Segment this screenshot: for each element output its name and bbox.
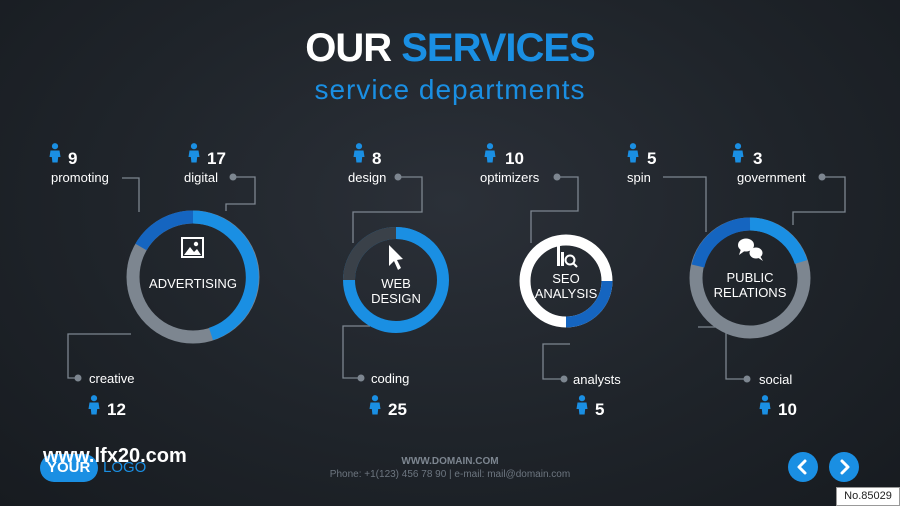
service-name-line: SEO	[552, 271, 580, 286]
footer-domain: WWW.DOMAIN.COM	[401, 456, 499, 467]
footer-contact: Phone: +1(123) 456 78 90 | e-mail: mail@…	[329, 469, 571, 480]
dept-label: digital	[184, 170, 218, 185]
logo-text-your: YOUR	[47, 459, 91, 476]
dept-count: 9	[68, 149, 78, 168]
dept-label: creative	[89, 371, 135, 386]
ring-advertising	[126, 210, 260, 344]
service-name: SEO ANALYSIS	[526, 271, 606, 301]
dept-count: 3	[753, 149, 763, 168]
website-watermark: www.lfx20.com	[43, 445, 187, 467]
dept-label: design	[348, 170, 387, 185]
person-icon	[88, 395, 100, 415]
dept-count: 10	[505, 149, 524, 168]
dept-label: optimizers	[480, 170, 540, 185]
chat-bubbles-icon	[738, 238, 763, 261]
person-icon	[576, 395, 588, 415]
id-stamp: No.85029	[836, 487, 900, 506]
picture-icon	[181, 237, 204, 258]
person-icon	[627, 143, 639, 163]
dept-label: coding	[371, 371, 410, 386]
dept-label: promoting	[51, 170, 109, 185]
person-icon	[188, 143, 200, 163]
page-subtitle: service departments	[314, 74, 586, 105]
dept-count: 25	[388, 400, 407, 419]
connector-lines	[67, 176, 846, 380]
person-icon	[759, 395, 771, 415]
logo-pill[interactable]	[40, 454, 98, 482]
service-name-line: WEB	[381, 276, 411, 291]
service-name-line: DESIGN	[371, 291, 421, 306]
service-name: PUBLIC RELATIONS	[700, 270, 800, 300]
dept-count: 10	[778, 400, 797, 419]
person-icon	[353, 143, 365, 163]
dept-count: 5	[595, 400, 605, 419]
chevron-left-icon	[797, 459, 807, 475]
logo-text-logo: LOGO	[103, 459, 147, 476]
dept-count: 17	[207, 149, 226, 168]
service-name-line: ANALYSIS	[534, 286, 598, 301]
dept-count: 12	[107, 400, 126, 419]
cursor-icon	[389, 245, 403, 270]
dept-count: 5	[647, 149, 657, 168]
title-white-word: OUR	[305, 26, 392, 70]
service-name: WEB DESIGN	[356, 276, 436, 306]
next-button[interactable]	[829, 452, 859, 482]
dept-count: 8	[372, 149, 382, 168]
ring-public-relations	[689, 217, 811, 339]
magnifier-chart-icon	[557, 246, 578, 268]
connector-dots	[74, 173, 826, 383]
ring-seo-analysis	[519, 234, 613, 328]
dept-label: government	[737, 170, 806, 185]
dept-label: social	[759, 372, 793, 387]
title-blue-word: SERVICES	[401, 26, 596, 70]
dept-label: analysts	[573, 372, 621, 387]
chevron-right-icon	[840, 459, 850, 475]
service-name-line: PUBLIC	[726, 270, 774, 285]
page-title: OUR SERVICES	[0, 26, 900, 71]
person-icon	[369, 395, 381, 415]
dept-label: spin	[627, 170, 651, 185]
service-name: ADVERTISING	[149, 276, 237, 291]
person-icon	[484, 143, 496, 163]
service-name-line: RELATIONS	[713, 285, 787, 300]
prev-button[interactable]	[788, 452, 818, 482]
person-icon	[49, 143, 61, 163]
person-icon	[732, 143, 744, 163]
ring-web-design	[343, 227, 449, 333]
